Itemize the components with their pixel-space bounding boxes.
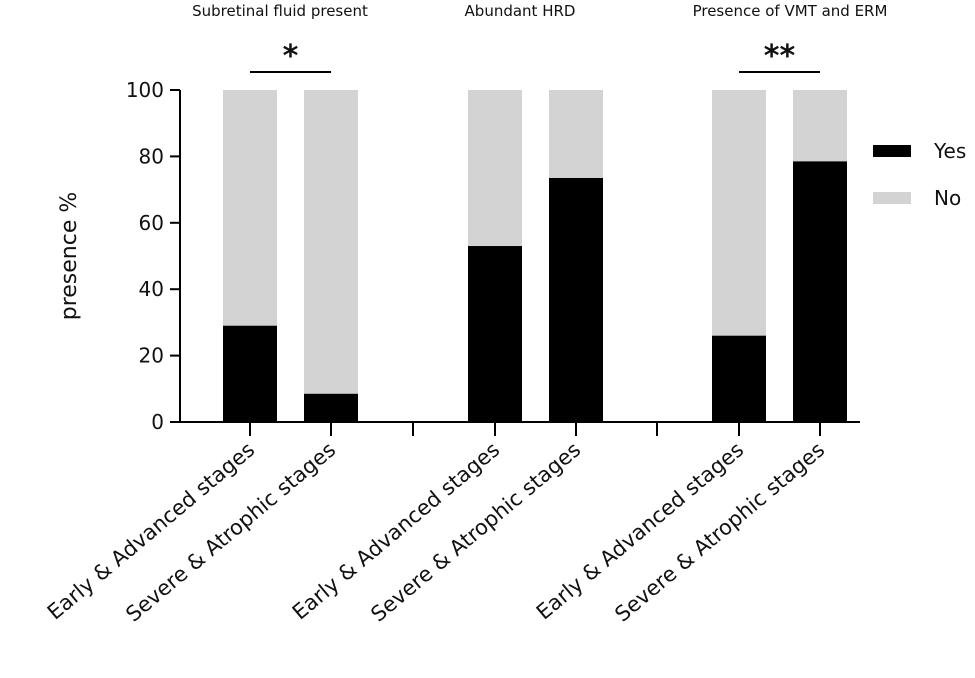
group-title: Presence of VMT and ERM (693, 2, 888, 20)
bar-no-2-1 (468, 90, 522, 247)
legend-swatch-no (873, 192, 911, 204)
bar-no-3-1 (712, 90, 766, 336)
y-axis-label: presence % (57, 192, 82, 321)
bar-yes-2-1 (468, 246, 522, 422)
bar-no-3-2 (793, 90, 847, 162)
bars-layer (223, 90, 911, 422)
group-title: Abundant HRD (465, 2, 576, 20)
axes-layer (170, 71, 860, 436)
significance-marker: ** (764, 39, 796, 74)
legend-label-yes: Yes (933, 139, 966, 163)
bar-no-2-2 (549, 90, 603, 178)
legend-swatch-yes (873, 145, 911, 157)
y-tick-label: 0 (151, 410, 164, 434)
bar-yes-3-2 (793, 161, 847, 422)
bar-yes-2-2 (549, 177, 603, 422)
y-tick-label: 80 (139, 144, 164, 168)
y-tick-label: 40 (139, 277, 164, 301)
group-title: Subretinal fluid present (192, 2, 368, 20)
bar-yes-1-2 (304, 393, 358, 422)
bar-no-1-1 (223, 90, 277, 326)
y-tick-label: 20 (139, 344, 164, 368)
bar-yes-3-1 (712, 335, 766, 422)
significance-marker: * (283, 39, 299, 74)
bar-yes-1-1 (223, 325, 277, 422)
bar-no-1-2 (304, 90, 358, 394)
legend-label-no: No (934, 186, 961, 210)
y-tick-label: 100 (126, 78, 164, 102)
y-tick-label: 60 (139, 211, 164, 235)
